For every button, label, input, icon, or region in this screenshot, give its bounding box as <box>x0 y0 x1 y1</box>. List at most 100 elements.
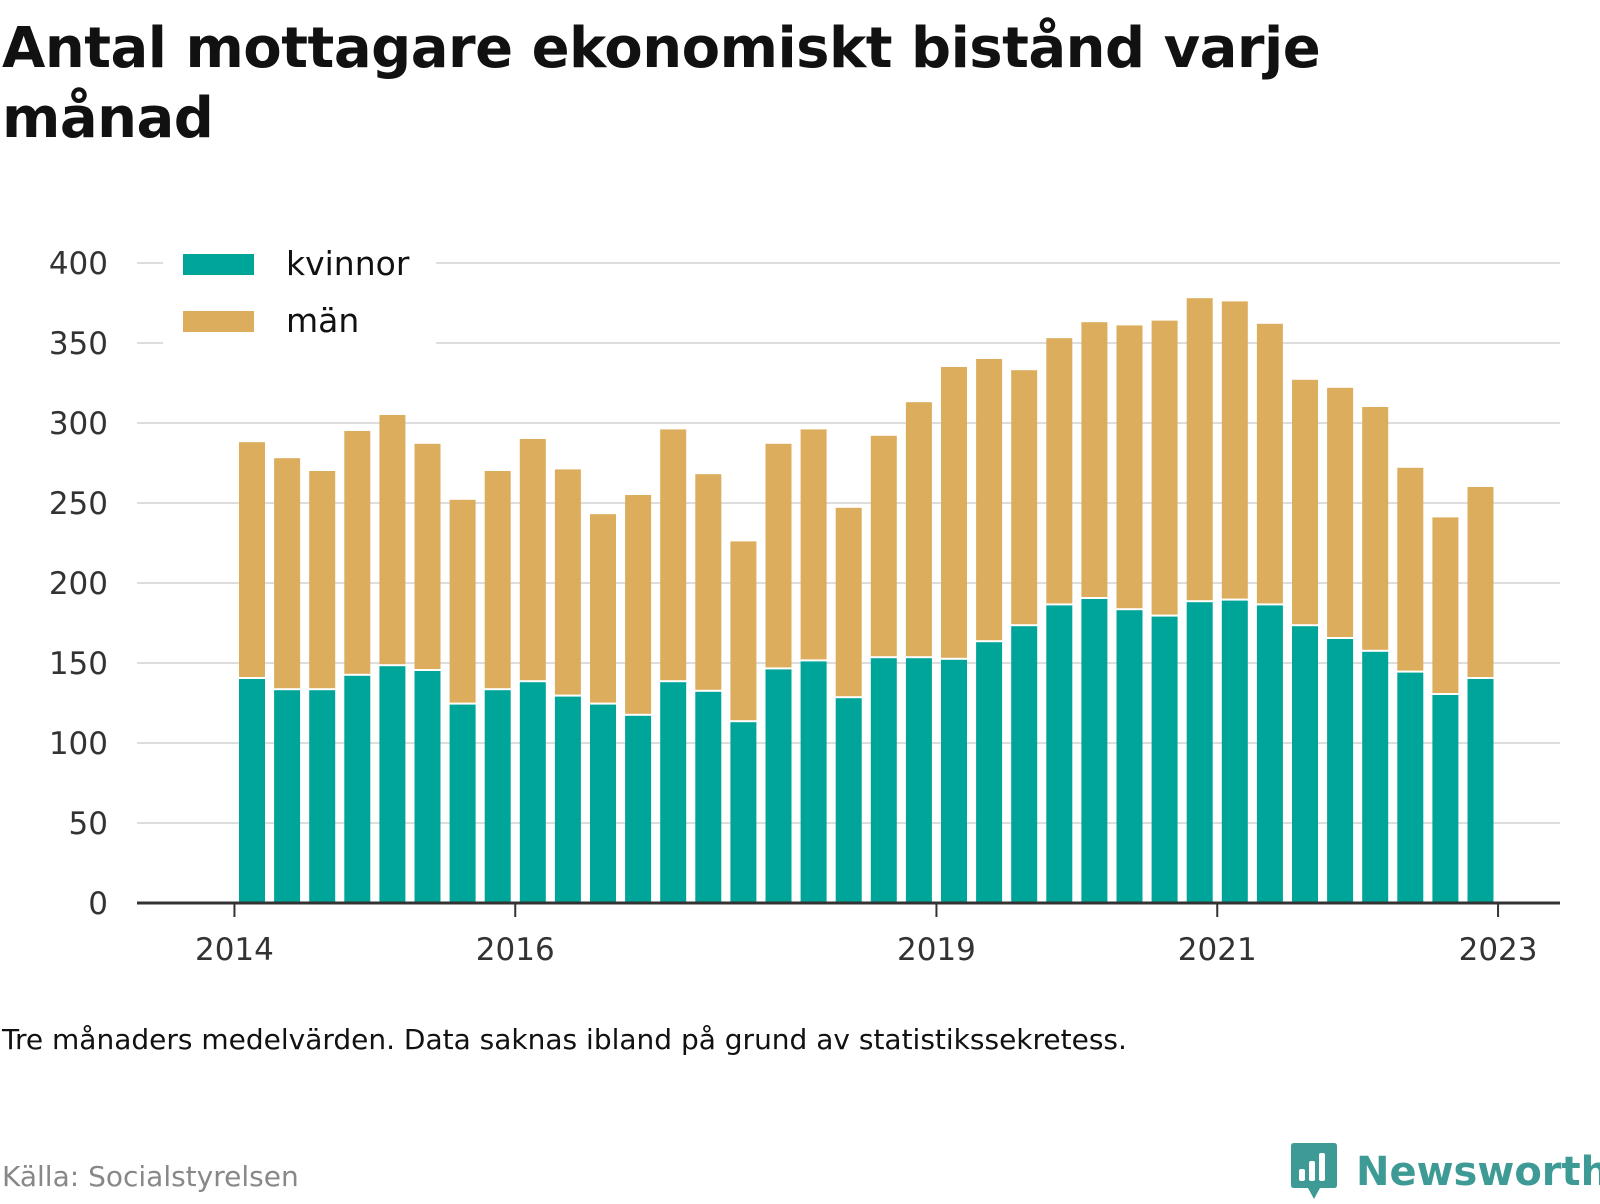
bar-män <box>1362 407 1389 650</box>
x-axis: 2014 2016 2019 2021 2023 <box>137 901 1560 968</box>
bar-kvinnor <box>1221 600 1248 903</box>
bar-män <box>835 507 862 697</box>
bar-män <box>695 474 722 690</box>
legend-swatch-kvinnor <box>183 254 254 275</box>
bar-kvinnor <box>239 679 265 903</box>
bar-män <box>239 442 265 677</box>
bar-kvinnor <box>1327 639 1354 903</box>
bar-män <box>941 367 967 658</box>
bar-män <box>484 471 511 689</box>
bar-kvinnor <box>1151 616 1178 903</box>
bar-män <box>870 435 897 657</box>
x-tick-label: 2016 <box>476 932 555 968</box>
y-tick-label: 250 <box>49 486 108 522</box>
chart: 0 50 100 150 200 250 300 350 400 2014 2016 2019 202… <box>49 243 1560 968</box>
legend: kvinnor män <box>163 243 436 347</box>
chart-note: Tre månaders medelvärden. Data saknas ib… <box>2 1023 1127 1056</box>
x-tick-label: 2021 <box>1178 932 1257 968</box>
bar-män <box>1221 301 1248 599</box>
legend-label-kvinnor: kvinnor <box>286 244 410 283</box>
bar-kvinnor <box>554 696 581 903</box>
bar-män <box>1011 370 1038 625</box>
bar-kvinnor <box>625 715 652 903</box>
bars <box>239 298 1494 903</box>
bar-män <box>554 469 581 695</box>
y-tick-label: 350 <box>49 326 108 362</box>
x-tick-label: 2019 <box>897 932 976 968</box>
y-axis-ticks: 0 50 100 150 200 250 300 350 400 <box>49 246 108 922</box>
bar-kvinnor <box>695 691 722 903</box>
legend-label-män: män <box>286 301 359 340</box>
bar-män <box>765 443 792 668</box>
bar-chart-speech-bubble-icon <box>1291 1143 1337 1199</box>
bar-kvinnor <box>905 658 932 903</box>
bar-män <box>1116 325 1143 609</box>
bar-män <box>519 439 546 681</box>
bar-kvinnor <box>309 690 336 903</box>
bar-kvinnor <box>1256 605 1283 903</box>
bar-kvinnor <box>379 666 406 903</box>
y-tick-label: 200 <box>49 566 108 602</box>
bar-kvinnor <box>1116 610 1143 903</box>
x-tick-label: 2014 <box>195 932 274 968</box>
bar-män <box>379 415 406 665</box>
bar-män <box>414 443 441 669</box>
bar-män <box>1432 517 1459 693</box>
bar-män <box>905 402 932 657</box>
bar-kvinnor <box>765 669 792 903</box>
bar-män <box>1046 338 1073 604</box>
bar-män <box>976 359 1003 641</box>
bar-män <box>590 514 616 703</box>
bar-män <box>1151 320 1178 615</box>
chart-title: Antal mottagare ekonomiskt bistånd varje… <box>2 16 1321 151</box>
bar-kvinnor <box>835 698 862 903</box>
y-tick-label: 0 <box>88 886 108 922</box>
x-tick-label: 2023 <box>1459 932 1538 968</box>
bar-kvinnor <box>800 661 827 903</box>
bar-kvinnor <box>870 658 897 903</box>
bar-kvinnor <box>1081 599 1108 903</box>
bar-män <box>344 431 371 674</box>
y-tick-label: 400 <box>49 246 108 282</box>
bar-kvinnor <box>1397 672 1424 903</box>
y-tick-label: 150 <box>49 646 108 682</box>
bar-kvinnor <box>1362 651 1389 903</box>
brand-name: Newsworthy <box>1356 1149 1600 1195</box>
bar-män <box>274 458 301 689</box>
bar-män <box>1397 467 1424 671</box>
bar-kvinnor <box>590 704 616 903</box>
brand-logo: Newsworthy <box>1290 1140 1600 1204</box>
y-tick-label: 300 <box>49 406 108 442</box>
bar-kvinnor <box>344 675 371 903</box>
bar-kvinnor <box>730 722 757 903</box>
bar-kvinnor <box>1467 679 1494 903</box>
bar-kvinnor <box>449 704 476 903</box>
bar-kvinnor <box>941 659 967 903</box>
bar-män <box>1467 487 1494 677</box>
bar-kvinnor <box>1046 605 1073 903</box>
source-credit: Källa: Socialstyrelsen <box>2 1160 299 1193</box>
bar-män <box>1256 323 1283 604</box>
bar-kvinnor <box>660 682 687 903</box>
bar-män <box>449 499 476 703</box>
bar-män <box>1186 298 1213 601</box>
bar-kvinnor <box>976 642 1003 903</box>
bar-kvinnor <box>1292 626 1318 903</box>
bar-kvinnor <box>1011 626 1038 903</box>
bar-män <box>1292 379 1318 625</box>
bar-kvinnor <box>484 690 511 903</box>
bar-män <box>1081 322 1108 597</box>
bar-kvinnor <box>519 682 546 903</box>
bar-kvinnor <box>1186 602 1213 903</box>
bar-kvinnor <box>1432 695 1459 903</box>
legend-swatch-män <box>183 311 254 332</box>
bar-kvinnor <box>274 690 301 903</box>
y-tick-label: 100 <box>49 726 108 762</box>
bar-kvinnor <box>414 671 441 903</box>
bar-män <box>309 471 336 689</box>
bar-män <box>625 495 652 714</box>
bar-män <box>660 429 687 681</box>
bar-män <box>800 429 827 660</box>
y-tick-label: 50 <box>69 806 108 842</box>
bar-män <box>730 541 757 721</box>
